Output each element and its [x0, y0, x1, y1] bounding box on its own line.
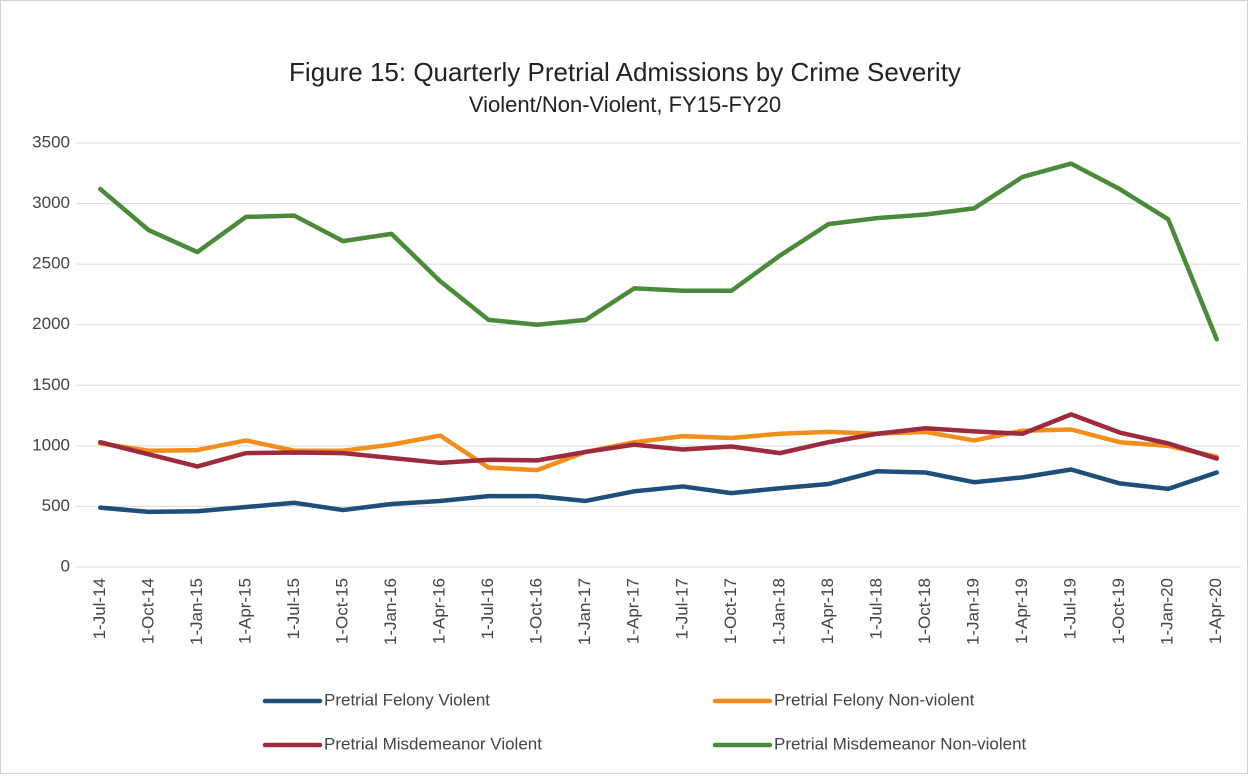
legend-label: Pretrial Misdemeanor Non-violent [774, 734, 1027, 753]
legend-label: Pretrial Felony Non-violent [774, 690, 975, 709]
chart-title: Figure 15: Quarterly Pretrial Admissions… [289, 57, 961, 87]
y-tick-label: 2500 [32, 254, 70, 273]
x-tick-label: 1-Jul-18 [866, 578, 885, 639]
x-tick-label: 1-Jan-16 [381, 578, 400, 645]
x-tick-label: 1-Jul-15 [284, 578, 303, 639]
x-tick-label: 1-Jul-14 [90, 578, 109, 639]
x-tick-label: 1-Oct-15 [332, 578, 351, 644]
x-tick-label: 1-Jul-16 [478, 578, 497, 639]
y-tick-label: 0 [61, 556, 70, 575]
chart-subtitle: Violent/Non-Violent, FY15-FY20 [469, 92, 781, 117]
x-tick-label: 1-Oct-14 [138, 578, 157, 644]
y-tick-label: 2000 [32, 314, 70, 333]
x-tick-label: 1-Jan-15 [187, 578, 206, 645]
series-line [98, 467, 1219, 515]
x-tick-label: 1-Apr-15 [235, 578, 254, 644]
x-tick-label: 1-Apr-18 [818, 578, 837, 644]
y-tick-label: 1000 [32, 435, 70, 454]
x-tick-label: 1-Oct-17 [721, 578, 740, 644]
series-line [98, 161, 1219, 342]
x-tick-label: 1-Jan-17 [575, 578, 594, 645]
x-tick-label: 1-Apr-19 [1012, 578, 1031, 644]
x-tick-label: 1-Oct-19 [1109, 578, 1128, 644]
x-tick-label: 1-Apr-16 [430, 578, 449, 644]
x-tick-label: 1-Oct-18 [915, 578, 934, 644]
legend-label: Pretrial Felony Violent [324, 690, 490, 709]
x-tick-label: 1-Jan-18 [769, 578, 788, 645]
y-tick-label: 1500 [32, 375, 70, 394]
legend-label: Pretrial Misdemeanor Violent [324, 734, 542, 753]
x-tick-label: 1-Apr-17 [624, 578, 643, 644]
x-tick-label: 1-Apr-20 [1206, 578, 1225, 644]
x-tick-label: 1-Jan-19 [964, 578, 983, 645]
x-tick-label: 1-Oct-16 [527, 578, 546, 644]
y-tick-label: 500 [42, 496, 70, 515]
series-line [98, 412, 1219, 469]
y-tick-label: 3500 [32, 132, 70, 151]
x-tick-label: 1-Jul-19 [1061, 578, 1080, 639]
x-tick-label: 1-Jan-20 [1158, 578, 1177, 645]
y-tick-label: 3000 [32, 193, 70, 212]
x-tick-label: 1-Jul-17 [672, 578, 691, 639]
